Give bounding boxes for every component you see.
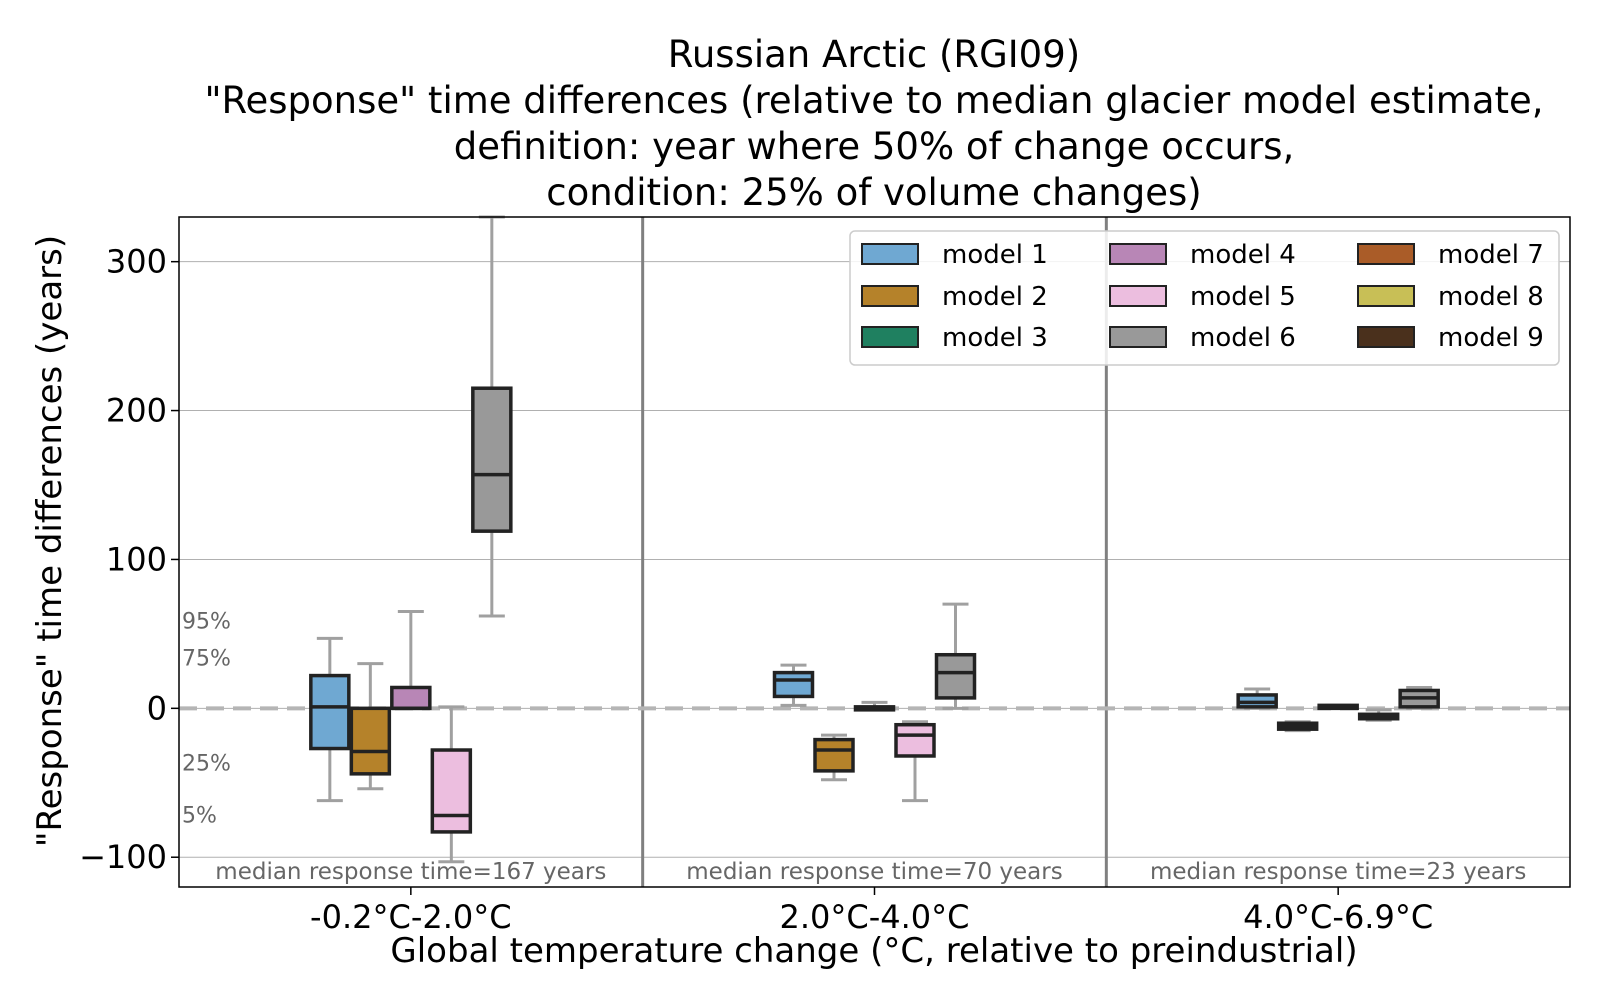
title-line-1: Russian Arctic (RGI09) (668, 33, 1080, 76)
y-tick-label-2: 100 (106, 540, 167, 578)
y-axis-label: "Response" time differences (years) (30, 235, 70, 847)
legend-swatch-5 (1109, 285, 1167, 307)
legend-swatch-4 (1109, 243, 1167, 265)
box-g2-model-6 (1398, 685, 1440, 710)
median-annotation-2: median response time=23 years (1150, 859, 1526, 885)
box-g2-model-2 (1276, 720, 1319, 733)
box-g1-model-6 (934, 602, 977, 710)
y-tick-label-4: 300 (106, 243, 167, 281)
box-g0-model-6 (471, 215, 513, 618)
y-tick-label-3: 200 (106, 392, 167, 430)
legend-swatch-2 (861, 285, 919, 307)
x-axis-ticks: -0.2°C-2.0°C 2.0°C-4.0°C 4.0°C-6.9°C (310, 887, 1433, 936)
y-axis-ticks: −100 0 100 200 300 (79, 243, 179, 876)
title-line-4: condition: 25% of volume changes) (546, 171, 1201, 214)
iqr-g0-model-4 (390, 685, 432, 711)
median-annotations: median response time=167 years median res… (215, 859, 1526, 885)
box-g2-model-5 (1357, 708, 1400, 722)
legend-swatch-8 (1357, 285, 1415, 307)
x-axis-label: Global temperature change (°C, relative … (390, 931, 1357, 971)
box-g0-model-1 (309, 636, 351, 803)
box-plots (309, 215, 1440, 864)
iqr-g1-model-5 (894, 722, 936, 758)
iqr-g1-model-6 (934, 652, 977, 700)
legend-swatch-1 (861, 243, 919, 265)
x-tick-label-2: 4.0°C-6.9°C (1243, 898, 1433, 936)
y-tick-label-0: −100 (79, 838, 167, 876)
box-g0-model-4 (390, 610, 432, 711)
iqr-g0-model-1 (309, 673, 351, 751)
legend-label-7: model 7 (1438, 240, 1544, 270)
legend-swatch-7 (1357, 243, 1415, 265)
percentile-label-0: 95% (182, 609, 231, 634)
legend-swatch-3 (861, 326, 919, 348)
percentile-label-2: 25% (182, 752, 231, 777)
median-annotation-1: median response time=70 years (686, 859, 1062, 885)
percentile-labels: 95% 75% 25% 5% (182, 609, 231, 828)
x-tick-label-1: 2.0°C-4.0°C (779, 898, 969, 936)
legend-label-8: model 8 (1438, 282, 1544, 312)
box-g1-model-4 (853, 700, 896, 712)
box-g0-model-2 (349, 662, 392, 791)
title-line-3: definition: year where 50% of change occ… (454, 125, 1294, 168)
x-tick-label-0: -0.2°C-2.0°C (310, 898, 512, 936)
box-g1-model-2 (813, 733, 855, 782)
iqr-g1-model-1 (772, 670, 815, 699)
iqr-g0-model-5 (430, 748, 473, 834)
chart-title: Russian Arctic (RGI09) "Response" time d… (204, 33, 1543, 214)
percentile-label-1: 75% (182, 647, 231, 672)
legend-swatch-6 (1109, 326, 1167, 348)
box-g2-model-1 (1236, 687, 1278, 710)
legend-label-5: model 5 (1190, 282, 1296, 312)
percentile-label-3: 5% (182, 804, 217, 829)
iqr-g0-model-2 (349, 706, 392, 776)
legend-label-1: model 1 (942, 240, 1048, 270)
legend-swatch-9 (1357, 326, 1415, 348)
box-g2-model-4 (1317, 703, 1359, 711)
title-line-2: "Response" time differences (relative to… (204, 79, 1543, 122)
box-g1-model-1 (772, 663, 815, 707)
median-annotation-0: median response time=167 years (215, 859, 606, 885)
box-g0-model-5 (430, 705, 473, 864)
box-g1-model-5 (894, 720, 936, 803)
iqr-g1-model-2 (813, 737, 855, 773)
legend: model 1 model 2 model 3 model 4 model 5 model… (849, 230, 1560, 366)
y-tick-label-1: 0 (147, 689, 167, 727)
legend-label-3: model 3 (942, 323, 1048, 353)
legend-label-9: model 9 (1438, 323, 1544, 353)
legend-label-4: model 4 (1190, 240, 1296, 270)
legend-label-6: model 6 (1190, 323, 1296, 353)
legend-label-2: model 2 (942, 282, 1048, 312)
iqr-g0-model-6 (471, 386, 513, 533)
